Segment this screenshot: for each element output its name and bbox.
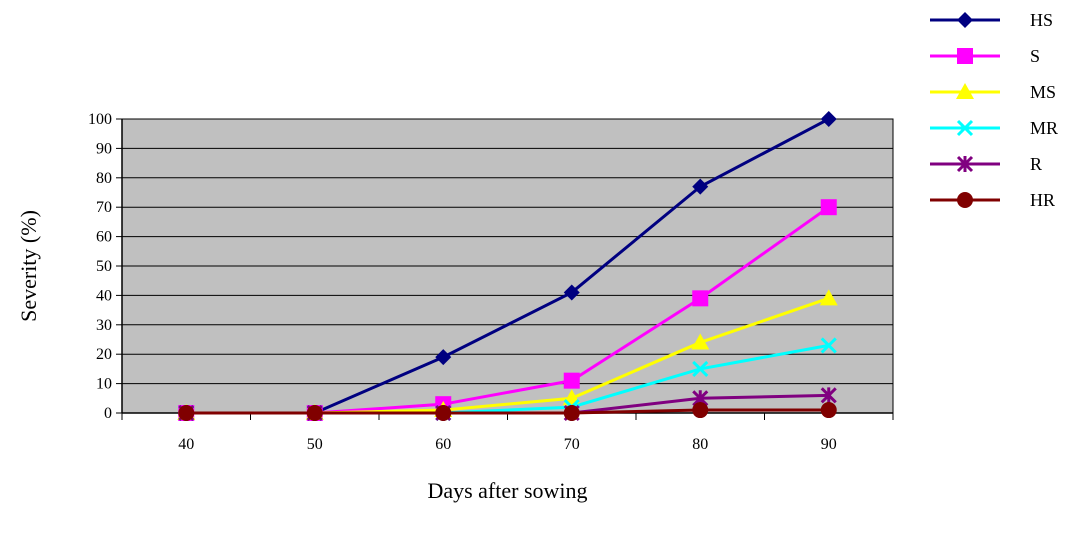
x-tick-label: 50	[307, 436, 323, 453]
y-tick-label: 90	[96, 140, 112, 157]
legend-item-r: R	[930, 154, 1042, 174]
series-hr	[178, 402, 837, 421]
legend-label: HR	[1030, 190, 1055, 210]
legend-label: HS	[1030, 10, 1053, 30]
legend-marker	[956, 155, 974, 173]
data-point	[692, 178, 709, 195]
legend-item-hs: HS	[930, 10, 1053, 30]
y-axis-title: Severity (%)	[16, 210, 41, 322]
x-tick-label: 40	[178, 436, 194, 453]
x-axis-ticks: 40 50 60 70 80 90	[121, 413, 894, 453]
x-axis-title: Days after sowing	[427, 478, 587, 503]
x-tick-label: 90	[821, 436, 837, 453]
legend-marker	[957, 12, 973, 28]
data-point	[435, 349, 452, 366]
legend-label: R	[1030, 154, 1042, 174]
data-point	[820, 111, 837, 127]
x-tick-label: 70	[564, 436, 580, 453]
legend-marker	[956, 83, 974, 99]
data-point	[178, 405, 195, 421]
x-tick-label: 80	[692, 436, 708, 453]
legend: HS S MS MR R HR	[930, 10, 1058, 210]
legend-label: MR	[1030, 118, 1058, 138]
data-point	[563, 284, 580, 301]
y-tick-label: 0	[104, 405, 112, 422]
data-point	[563, 372, 580, 389]
data-point	[819, 289, 838, 306]
data-point	[820, 387, 837, 404]
y-tick-label: 10	[96, 376, 112, 393]
gridlines	[122, 118, 893, 385]
legend-marker	[956, 119, 974, 137]
data-point	[306, 405, 323, 421]
y-tick-label: 80	[96, 170, 112, 187]
x-tick-label: 60	[435, 436, 451, 453]
data-point	[692, 360, 709, 377]
data-point	[691, 333, 710, 350]
y-tick-label: 70	[96, 199, 112, 216]
legend-item-s: S	[930, 46, 1040, 66]
y-tick-label: 100	[88, 111, 112, 128]
data-point	[820, 402, 837, 419]
data-point	[563, 405, 580, 421]
y-tick-label: 50	[96, 258, 112, 275]
legend-item-ms: MS	[930, 82, 1056, 102]
data-point	[820, 199, 837, 216]
legend-marker	[957, 48, 973, 64]
data-point	[820, 337, 837, 354]
series-line	[186, 408, 829, 415]
legend-marker	[957, 192, 973, 208]
legend-item-hr: HR	[930, 190, 1055, 210]
legend-label: S	[1030, 46, 1040, 66]
y-tick-label: 20	[96, 346, 112, 363]
legend-label: MS	[1030, 82, 1056, 102]
data-point	[692, 402, 709, 419]
y-tick-label: 60	[96, 229, 112, 246]
y-tick-label: 30	[96, 317, 112, 334]
series-group	[177, 111, 838, 422]
y-axis-ticks: 0 10 20 30 40 50 60 70 80 90 100	[88, 111, 122, 422]
y-tick-label: 40	[96, 287, 112, 304]
data-point	[435, 405, 452, 421]
data-point	[692, 290, 709, 307]
legend-item-mr: MR	[930, 118, 1058, 138]
